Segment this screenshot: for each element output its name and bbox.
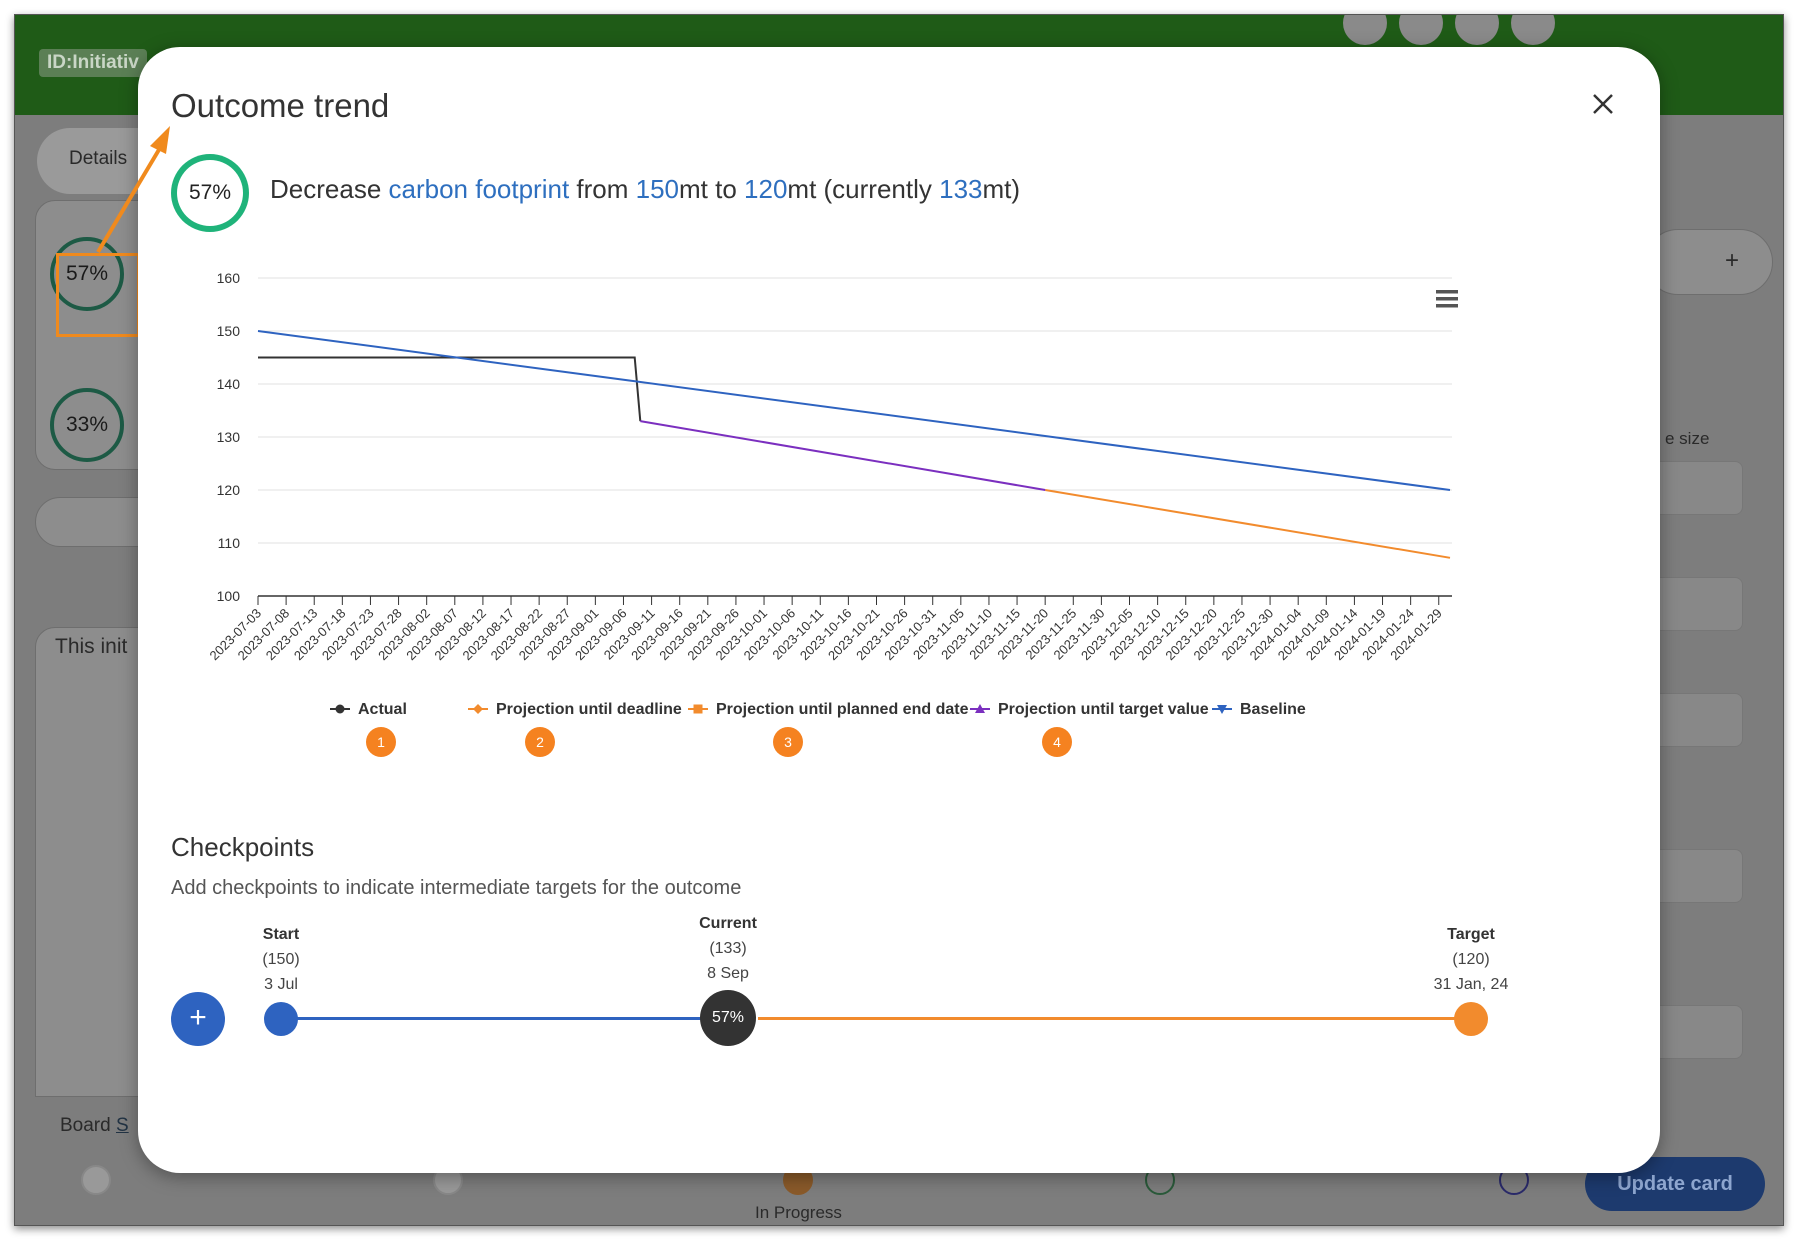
legend-marker <box>335 704 345 714</box>
legend-badge <box>525 727 555 757</box>
current-value: (133) <box>709 940 747 957</box>
target-label: Target <box>1447 926 1495 943</box>
series-line-baseline <box>257 330 1451 491</box>
start-date: 3 Jul <box>264 976 298 993</box>
series-line-projection-until-deadline <box>1045 489 1451 559</box>
update-card-button[interactable]: Update card <box>1585 1157 1765 1211</box>
bg-add-pill[interactable] <box>1645 229 1773 295</box>
target-date: 31 Jan, 24 <box>1433 976 1509 993</box>
progress-ring-primary[interactable]: 57% <box>50 237 124 311</box>
y-tick-label: 100 <box>217 588 241 604</box>
start-checkpoint-label: Start (150) 3 Jul <box>201 922 361 997</box>
y-tick-label: 140 <box>217 376 241 392</box>
series-line-actual <box>258 356 642 422</box>
apps-icon[interactable] <box>1455 15 1499 45</box>
legend-label: Projection until target value <box>998 701 1209 718</box>
status-label: In Progress <box>755 1203 842 1222</box>
legend-badge-number: 1 <box>377 734 385 750</box>
y-tick-label: 150 <box>217 323 241 339</box>
target-checkpoint-label: Target (120) 31 Jan, 24 <box>1391 922 1551 997</box>
series-line-projection-until-target-value <box>640 420 1046 491</box>
y-tick-label: 130 <box>217 429 241 445</box>
notification-icon[interactable] <box>1399 15 1443 45</box>
current-checkpoint-label: Current (133) 8 Sep <box>648 911 808 986</box>
initiative-id-badge: ID:Initiativ <box>39 49 147 77</box>
current-date: 8 Sep <box>707 965 749 982</box>
start-checkpoint-dot[interactable] <box>264 1002 298 1036</box>
outcome-progress-value: 57% <box>177 160 243 226</box>
y-tick-label: 160 <box>217 270 241 286</box>
legend-label: Projection until deadline <box>496 701 682 718</box>
board-label: Board S <box>60 1115 129 1137</box>
legend-badge-number: 3 <box>784 734 792 750</box>
modal-title: Outcome trend <box>171 87 390 124</box>
more-icon[interactable] <box>1511 15 1555 45</box>
legend-badge <box>773 727 803 757</box>
chart-menu-icon <box>1436 290 1458 294</box>
legend-marker <box>693 704 703 714</box>
legend-badge <box>366 727 396 757</box>
timeline-progress-line <box>280 1017 710 1020</box>
legend-label: Baseline <box>1240 701 1306 718</box>
add-icon[interactable]: + <box>1725 247 1740 274</box>
start-label: Start <box>262 926 300 943</box>
close-icon[interactable] <box>1586 87 1620 121</box>
add-checkpoint-button[interactable]: + <box>171 992 225 1046</box>
description-text: This init <box>55 635 128 658</box>
size-label: e size <box>1665 429 1710 448</box>
checkpoints-title: Checkpoints <box>171 832 315 862</box>
summary-unit-3: mt) <box>982 174 1021 204</box>
summary-unit-2: mt (currently <box>787 174 940 204</box>
summary-unit-1: mt to <box>679 174 745 204</box>
progress-ring-secondary[interactable]: 33% <box>50 388 124 462</box>
legend-badge <box>1042 727 1072 757</box>
target-checkpoint-dot[interactable] <box>1454 1002 1488 1036</box>
summary-from-text: from <box>569 174 636 204</box>
outcome-trend-chart: 100110120130140150160Values2023-07-03202… <box>188 270 1458 757</box>
summary-metric: carbon footprint <box>388 174 570 204</box>
summary-to-value: 120 <box>744 174 788 204</box>
current-label: Current <box>699 915 757 932</box>
target-value: (120) <box>1452 951 1490 968</box>
legend-marker <box>975 704 985 713</box>
legend-badge-number: 2 <box>536 734 544 750</box>
y-tick-label: 110 <box>218 535 241 551</box>
summary-prefix: Decrease <box>270 174 389 204</box>
summary-current-value: 133 <box>939 174 983 204</box>
y-tick-label: 120 <box>217 482 241 498</box>
chart-menu-icon <box>1436 297 1458 301</box>
legend-marker <box>473 704 483 714</box>
outcome-trend-modal: Outcome trend 57% Decrease carbon footpr… <box>138 47 1660 1173</box>
y-axis-label: Values <box>188 415 192 460</box>
header-action-icon[interactable] <box>1343 15 1387 45</box>
legend-label: Projection until planned end date <box>716 701 969 718</box>
timeline-remaining-line <box>758 1017 1472 1020</box>
legend-badge-number: 4 <box>1053 734 1061 750</box>
outcome-summary: Decrease carbon footprint from 150mt to … <box>270 174 1020 205</box>
board-label-text: Board <box>60 1115 111 1136</box>
summary-from-value: 150 <box>635 174 680 204</box>
current-checkpoint-dot[interactable]: 57% <box>700 990 756 1046</box>
legend-label: Actual <box>358 701 407 718</box>
annotation-highlight-box <box>56 253 140 337</box>
chart-menu-icon <box>1436 304 1458 308</box>
outcome-progress-ring: 57% <box>171 154 249 232</box>
board-link[interactable]: S <box>115 1115 129 1136</box>
legend-marker <box>1217 705 1227 714</box>
start-value: (150) <box>262 951 300 968</box>
status-step-1[interactable] <box>81 1165 111 1195</box>
checkpoints-subtitle: Add checkpoints to indicate intermediate… <box>171 877 742 899</box>
